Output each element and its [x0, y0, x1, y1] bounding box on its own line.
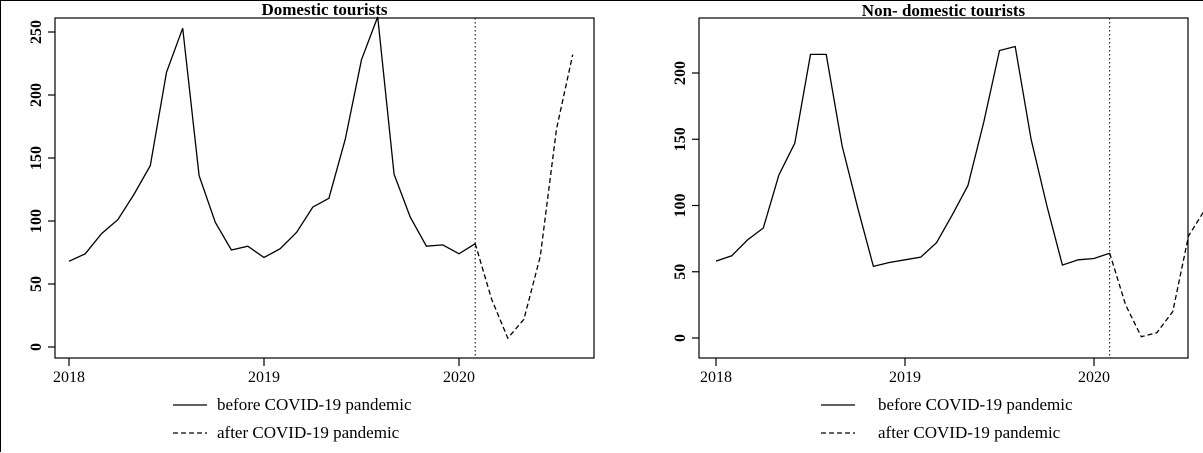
chart-title: Non- domestic tourists — [862, 1, 1026, 20]
chart-title: Domestic tourists — [261, 1, 387, 19]
x-tick-label: 2018 — [700, 369, 732, 386]
y-tick-label: 150 — [672, 127, 689, 151]
legend-label: before COVID-19 pandemic — [217, 395, 412, 414]
x-tick-label: 2020 — [443, 369, 475, 386]
x-tick-label: 2020 — [1078, 369, 1110, 386]
series-line-after — [1109, 211, 1203, 338]
x-tick-label: 2019 — [889, 369, 921, 386]
y-tick-label: 200 — [672, 61, 689, 85]
y-tick-label: 50 — [28, 276, 45, 292]
legend-label: before COVID-19 pandemic — [878, 395, 1073, 414]
y-tick-label: 0 — [672, 334, 689, 342]
plot-frame — [698, 17, 1189, 359]
x-tick-label: 2018 — [53, 369, 85, 386]
legend-label: after COVID-19 pandemic — [217, 423, 400, 442]
chart-2: Non- domestic tourists 2018 2019 2020 0 50 100… — [672, 1, 1203, 442]
series-line-after — [474, 54, 574, 340]
y-tick-label: 100 — [28, 209, 45, 233]
plot-frame — [54, 17, 595, 359]
y-tick-label: 50 — [672, 264, 689, 280]
chart-1: Domestic tourists 2018 2019 2020 0 50 100 150 20… — [28, 1, 595, 442]
y-tick-label: 100 — [672, 194, 689, 218]
legend-label: after COVID-19 pandemic — [878, 423, 1061, 442]
x-tick-label: 2019 — [248, 369, 280, 386]
y-tick-label: 200 — [28, 83, 45, 107]
series-line-before — [68, 16, 476, 262]
y-tick-label: 250 — [28, 20, 45, 44]
y-tick-label: 0 — [28, 343, 45, 351]
series-line-before — [715, 45, 1110, 268]
y-tick-label: 150 — [28, 146, 45, 170]
